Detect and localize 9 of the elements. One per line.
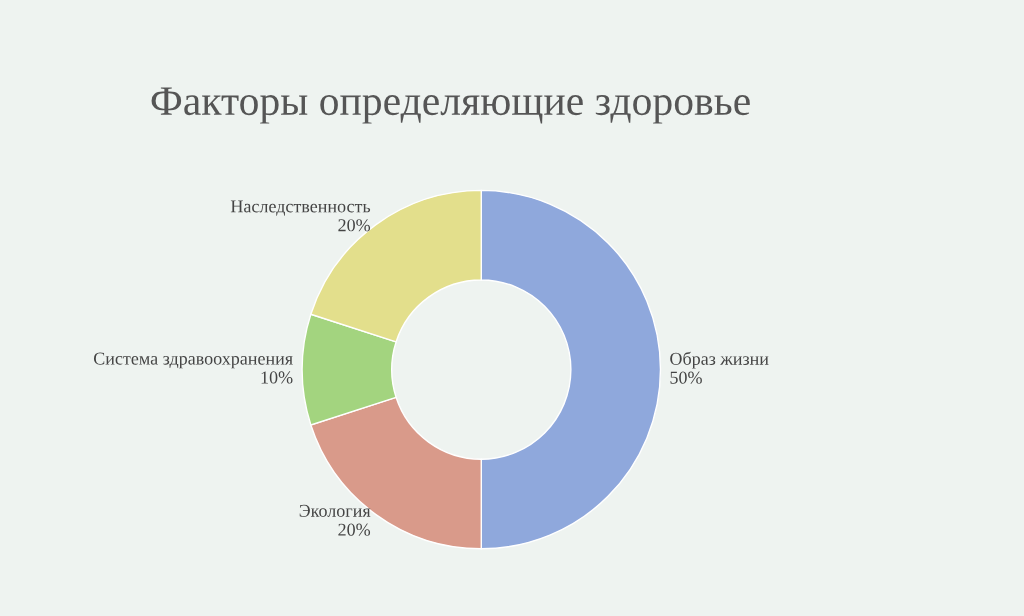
slice-label: Система здравоохранения [93, 352, 293, 369]
data-label: 20% [338, 219, 371, 232]
data-label: 20% [338, 523, 371, 536]
slice-label: Образ жизни [670, 351, 769, 369]
slice-label: Наследственность [230, 200, 371, 216]
data-label: 10% [261, 371, 293, 384]
chart-title: Факторы определяющие здоровье [151, 87, 750, 124]
data-label: 50% [670, 371, 702, 384]
slice-label: Экология [299, 504, 371, 517]
